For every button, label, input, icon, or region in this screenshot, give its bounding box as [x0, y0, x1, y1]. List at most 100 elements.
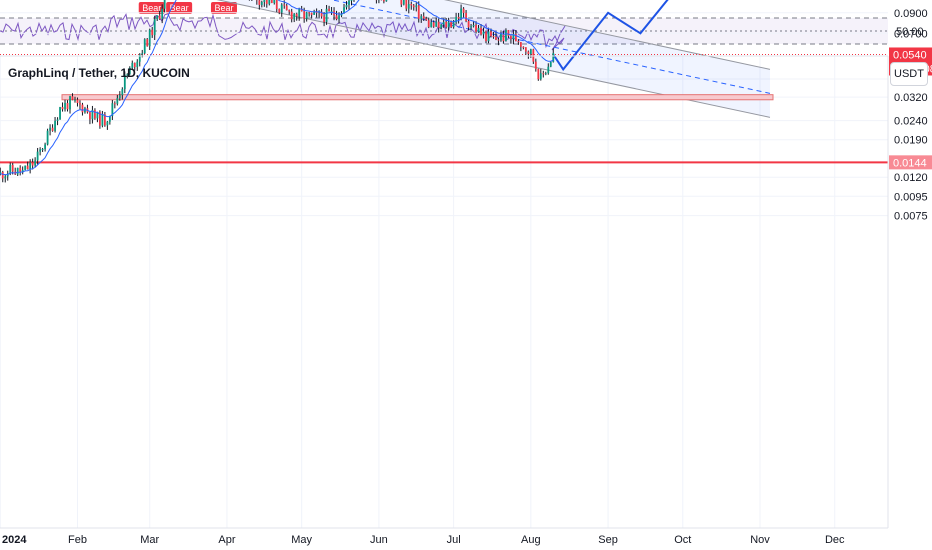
candle-body	[485, 31, 487, 42]
candle	[305, 11, 308, 22]
candle	[353, 0, 355, 2]
candle	[432, 20, 435, 28]
candle	[472, 20, 475, 28]
candle-body	[290, 11, 293, 20]
candle-body	[163, 0, 166, 9]
candle	[460, 4, 462, 21]
candle	[544, 71, 547, 76]
candle-body	[422, 16, 425, 19]
candle	[295, 12, 298, 21]
candle-body	[108, 116, 111, 122]
bear-marker-bg	[210, 2, 237, 14]
candle-body	[460, 8, 462, 19]
candle-body	[519, 42, 522, 47]
candle	[495, 32, 497, 41]
candle-body	[298, 8, 301, 17]
candle-body	[325, 8, 328, 22]
candle-body	[283, 4, 286, 6]
candle-body	[61, 107, 64, 110]
candle-body	[382, 0, 385, 2]
candle	[534, 58, 537, 72]
candle-body	[522, 46, 525, 48]
candle-body	[128, 67, 131, 75]
candle	[427, 17, 430, 29]
candle	[442, 18, 445, 28]
candle-body	[69, 96, 71, 110]
candle-body	[552, 53, 555, 62]
candle	[482, 27, 485, 39]
candle	[146, 37, 149, 47]
candle	[81, 102, 84, 116]
candle-body	[465, 12, 467, 21]
candle-body	[405, 0, 408, 9]
candle	[86, 104, 89, 114]
candle	[480, 24, 482, 36]
candle	[275, 0, 278, 13]
candle	[59, 106, 61, 120]
candle	[131, 60, 134, 70]
candle-body	[0, 171, 2, 174]
candle-body	[44, 144, 46, 149]
candle-body	[482, 31, 485, 35]
candle	[405, 0, 408, 12]
candle-body	[126, 74, 129, 76]
candle	[512, 29, 515, 45]
candle-body	[41, 148, 44, 150]
candle-body	[76, 99, 79, 103]
candle	[96, 111, 99, 123]
candle	[270, 0, 273, 4]
candle	[136, 59, 139, 71]
candle	[437, 18, 440, 33]
candle-body	[260, 1, 263, 5]
candle	[128, 66, 131, 75]
candle	[343, 3, 345, 14]
currency-unit-button[interactable]: USDT	[890, 62, 928, 86]
candle	[4, 174, 7, 183]
candle-body	[532, 49, 535, 62]
x-tick-label: Feb	[68, 534, 87, 546]
candle-body	[64, 102, 66, 110]
candle	[435, 17, 438, 27]
candle-body	[529, 49, 532, 55]
y-tick-label: 0.0900	[894, 8, 928, 20]
candle	[420, 14, 423, 23]
candle-body	[1, 171, 4, 179]
candle-body	[94, 109, 96, 119]
candle-body	[477, 28, 480, 32]
candle	[101, 110, 104, 128]
candle-body	[524, 47, 527, 52]
candle-body	[34, 160, 37, 166]
candle	[455, 12, 458, 25]
x-tick-label: Apr	[218, 534, 235, 546]
candle	[447, 17, 450, 31]
candle	[290, 8, 293, 23]
candle-body	[265, 0, 268, 4]
y-tick-label: 0.0240	[894, 116, 928, 128]
candle	[156, 15, 159, 21]
candle	[116, 95, 119, 106]
candle-body	[273, 0, 276, 4]
candle-body	[320, 11, 323, 17]
candle	[66, 100, 69, 112]
candle-body	[537, 69, 540, 80]
candle	[407, 0, 410, 14]
price-label: 0.0144	[889, 155, 932, 170]
candle	[74, 96, 76, 103]
candle-body	[492, 36, 495, 38]
candle-body	[549, 61, 552, 67]
candle	[278, 8, 281, 15]
y-tick-label: 0.0700	[894, 28, 928, 40]
candle	[400, 0, 403, 8]
moving-average-line	[0, 0, 554, 176]
candle-body	[415, 5, 418, 8]
candle	[280, 3, 283, 17]
candle-body	[542, 73, 545, 75]
candle	[153, 15, 156, 41]
candle	[539, 68, 542, 81]
candle	[350, 0, 353, 6]
candle-body	[280, 4, 283, 13]
candle	[320, 9, 323, 19]
candle	[79, 100, 81, 110]
candle	[547, 63, 550, 75]
